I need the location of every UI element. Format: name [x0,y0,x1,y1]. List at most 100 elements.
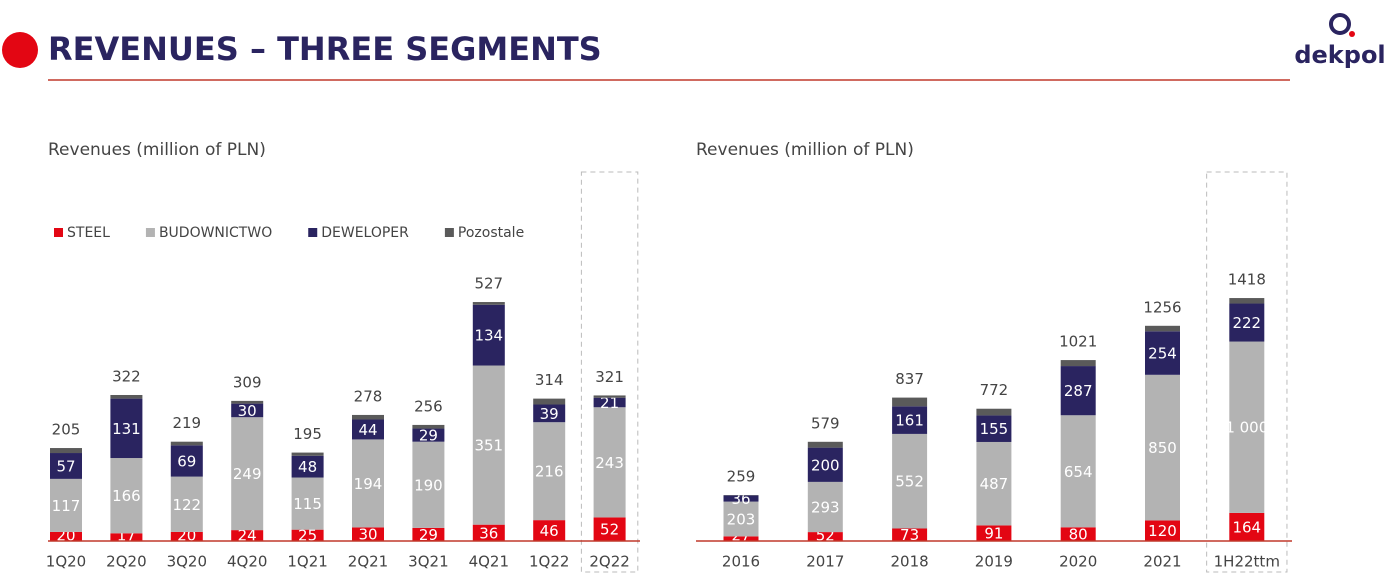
value-label: 115 [293,495,322,513]
x-tick-label: 1Q22 [529,553,569,571]
bar-segment [50,448,82,454]
bullet [2,32,38,68]
bar-segment [892,433,928,529]
value-label: 39 [540,405,559,423]
value-label: 216 [535,463,564,481]
total-label: 309 [233,373,262,391]
value-label: 194 [354,475,383,493]
value-label: 134 [474,327,503,345]
bar-segment [231,417,264,531]
bar-segment [593,395,626,398]
value-label: 57 [56,457,75,475]
total-label: 314 [535,371,564,389]
bar-segment [807,441,843,448]
value-label: 30 [358,526,377,544]
bar-segment [723,495,759,502]
total-label: 321 [595,368,624,386]
total-label: 527 [474,275,503,293]
bar-segment [1145,374,1180,521]
bar-segment [231,530,264,541]
total-label: 219 [172,414,201,432]
total-label: 1418 [1228,271,1266,289]
bar-segment [807,532,843,541]
x-tick-label: 3Q21 [408,553,448,571]
value-label: 131 [112,420,141,438]
bar-segment [892,397,928,407]
value-label: 190 [414,476,443,494]
bar-segment [231,400,264,404]
bar-segment [472,304,505,366]
bar-segment [170,441,203,446]
bar-segment [976,441,1012,526]
x-tick-label: 2018 [891,553,929,571]
total-label: 837 [895,370,924,388]
value-label: 73 [900,526,919,544]
bar-segment [472,302,505,305]
value-label: 29 [419,427,438,445]
slide-title: REVENUES – THREE SEGMENTS [48,30,602,68]
bar-segment [412,428,445,442]
x-tick-label: 2020 [1059,553,1097,571]
value-label: 69 [177,452,196,470]
legend-swatch [145,228,155,237]
chart-title: Revenues (million of PLN) [696,140,914,160]
value-label: 552 [895,473,924,491]
bar-segment [807,481,843,533]
total-label: 1021 [1059,333,1097,351]
value-label: 29 [419,526,438,544]
bar-segment [352,439,384,528]
bar-segment [50,478,82,532]
legend-label: Pozostale [458,225,524,241]
value-label: 850 [1148,439,1177,457]
bar-segment [1145,331,1180,375]
legend-swatch [308,228,318,237]
value-label: 24 [238,527,257,545]
bar-segment [533,398,566,405]
x-tick-label: 1H22ttm [1214,553,1280,571]
bar-segment [723,501,759,537]
x-tick-label: 1Q21 [287,553,327,571]
bar-segment [412,424,445,429]
bar-segment [412,527,445,541]
value-label: 351 [474,437,503,455]
value-label: 203 [727,510,756,528]
bar-segment [352,419,384,440]
x-tick-label: 2Q21 [348,553,388,571]
value-label: 36 [479,524,498,542]
bar-segment [593,517,626,541]
value-label: 122 [172,496,201,514]
bar-segment [1229,303,1265,342]
value-label: 161 [895,412,924,430]
bar-segment [533,404,566,423]
bar-segment [1060,415,1096,528]
value-label: 249 [233,465,262,483]
value-label: 254 [1148,345,1177,363]
logo: dekpol [1294,41,1385,69]
total-label: 205 [52,421,81,439]
legend-swatch [54,228,63,237]
bar-segment [472,524,505,541]
x-tick-label: 1Q20 [46,553,86,571]
bar-segment [352,527,384,541]
bar-segment [50,531,82,541]
highlight-box [580,171,639,573]
bar-segment [170,445,203,477]
total-label: 278 [354,387,383,405]
x-tick-label: 2Q20 [106,553,146,571]
bar-segment [291,529,324,541]
bar-segment [291,477,324,530]
x-tick-label: 2017 [806,553,844,571]
bar-segment [1060,366,1096,416]
bar-segment [593,407,626,518]
value-label: 36 [731,490,750,508]
logo-dot [1349,31,1355,37]
value-label: 21 [600,394,619,412]
legend-swatch [444,228,454,237]
x-tick-label: 2019 [975,553,1013,571]
highlight-box [1206,171,1288,573]
value-label: 30 [238,402,257,420]
bar-segment [1060,360,1096,367]
x-tick-label: 4Q21 [469,553,509,571]
bar-segment [593,397,626,408]
value-label: 91 [984,525,1003,543]
